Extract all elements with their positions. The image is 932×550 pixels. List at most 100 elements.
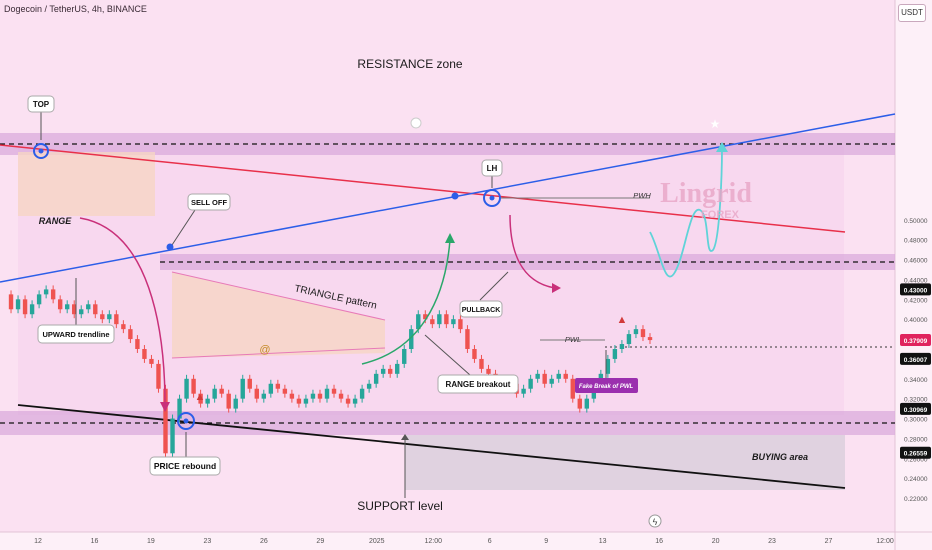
candle-body [387, 368, 393, 374]
candle-body [142, 349, 147, 359]
lightning-icon[interactable] [648, 514, 662, 528]
price-rebound-callout: PRICE rebound [154, 461, 216, 471]
candle-body [64, 304, 70, 310]
sell-off-callout: SELL OFF [191, 198, 228, 207]
candle-body [430, 319, 435, 325]
candle-body [542, 373, 547, 384]
y-tick-label: 0.50000 [904, 218, 928, 225]
x-tick-label: 6 [488, 538, 492, 545]
y-tick-label: 0.30000 [904, 417, 928, 424]
range-breakout-callout-box [437, 374, 519, 394]
pwl-label: PWL [565, 335, 581, 344]
candle-body [528, 378, 533, 389]
candle-body [170, 418, 175, 454]
candle-body [303, 398, 309, 404]
range-breakout-pointer [424, 334, 471, 376]
candle-body [135, 339, 140, 349]
buying-area-label: BUYING area [752, 452, 808, 462]
candle-body [177, 398, 182, 419]
currency-button[interactable]: USDT [898, 4, 926, 22]
x-tick-label: 2025 [369, 538, 385, 545]
pullback-pointer [479, 271, 509, 301]
x-tick-label: 12:00 [425, 538, 443, 545]
triangle-shade [172, 272, 385, 358]
price-rebound-callout-box [149, 456, 221, 476]
y-tick-label: 0.32000 [904, 397, 928, 404]
x-tick-label: 12:00 [876, 538, 894, 545]
candle-body [647, 337, 653, 341]
candle-body [338, 393, 344, 399]
pullback-callout-box [459, 300, 503, 318]
candle-body [366, 383, 372, 389]
candle-body [570, 378, 575, 399]
candle-body [128, 329, 133, 340]
candle-body [352, 398, 358, 404]
y-tick-label: 0.44000 [904, 277, 928, 284]
price-badge [900, 283, 931, 296]
candle-body [57, 299, 63, 310]
candle-body [205, 398, 210, 404]
candle-body [324, 388, 330, 399]
fake-break-callout: Fake Break of PWL [579, 384, 634, 390]
resistance-zone-label: RESISTANCE zone [357, 57, 462, 71]
top-marker-dot [38, 148, 44, 154]
candle-body [612, 349, 618, 359]
candle-body [233, 398, 238, 409]
rebound-marker-dot [183, 418, 189, 424]
candle-body [416, 314, 421, 330]
candle-body [458, 319, 463, 330]
candle-body [240, 378, 245, 399]
candle-body [22, 299, 28, 315]
rocket-icon: ▲ [195, 391, 206, 403]
candle-body [486, 368, 491, 374]
candle-body [261, 393, 267, 399]
x-tick-label: 13 [599, 538, 607, 545]
price-badge [900, 446, 931, 459]
projection-path [649, 147, 723, 278]
x-tick-label: 20 [712, 538, 720, 545]
watermark-sub: FOREX [701, 209, 740, 221]
y-tick-label: 0.24000 [904, 476, 928, 483]
candle-body [247, 378, 252, 389]
candle-body [402, 349, 407, 364]
candle-body [409, 329, 414, 349]
candle-body [626, 334, 632, 345]
y-tick-label: 0.28000 [904, 436, 928, 443]
candle-body [577, 398, 582, 409]
candle-body [198, 393, 203, 404]
y-tick-label: 0.26000 [904, 456, 928, 463]
price-badge [900, 333, 931, 346]
trendline-touch-dot-2 [451, 192, 459, 200]
pullback-arrowhead [552, 283, 561, 293]
x-tick-label: 12 [34, 538, 42, 545]
candle-body [380, 368, 386, 374]
price-badges: 0.43000 0.37909 0.36007 0.30969 0.26559 [900, 283, 931, 459]
candle-body [640, 329, 646, 338]
mid-zone [160, 254, 895, 270]
sell-off-arrow [79, 217, 166, 406]
candle-body [289, 393, 295, 399]
triangle-upper-line [171, 271, 386, 321]
x-tick-label: 23 [204, 538, 212, 545]
candle-body [275, 383, 281, 389]
event-icon[interactable] [410, 117, 422, 129]
upward-trendline [0, 113, 896, 283]
price-axis-panel [895, 0, 932, 550]
trendline-touch-dot-1 [166, 243, 174, 251]
candle-body [296, 398, 302, 404]
price-badge-label: 0.30969 [904, 407, 928, 414]
price-badge-label: 0.43000 [904, 287, 928, 294]
symbol-title: Dogecoin / TetherUS, 4h, BINANCE [4, 4, 147, 14]
candle-body [472, 349, 477, 359]
lh-marker[interactable] [483, 189, 501, 207]
y-tick-label: 0.40000 [904, 317, 928, 324]
candle-body [444, 314, 449, 325]
candle-body [50, 289, 56, 300]
sell-off-callout-box [187, 193, 231, 211]
pwh-label: PWH [633, 191, 651, 200]
top-marker[interactable] [33, 143, 49, 159]
candle-body [36, 294, 42, 305]
rebound-marker[interactable] [177, 412, 195, 430]
time-axis[interactable]: 12 16 19 23 26 29 2025 12:00 6 9 13 16 20 23 27 12:00 [34, 538, 894, 545]
